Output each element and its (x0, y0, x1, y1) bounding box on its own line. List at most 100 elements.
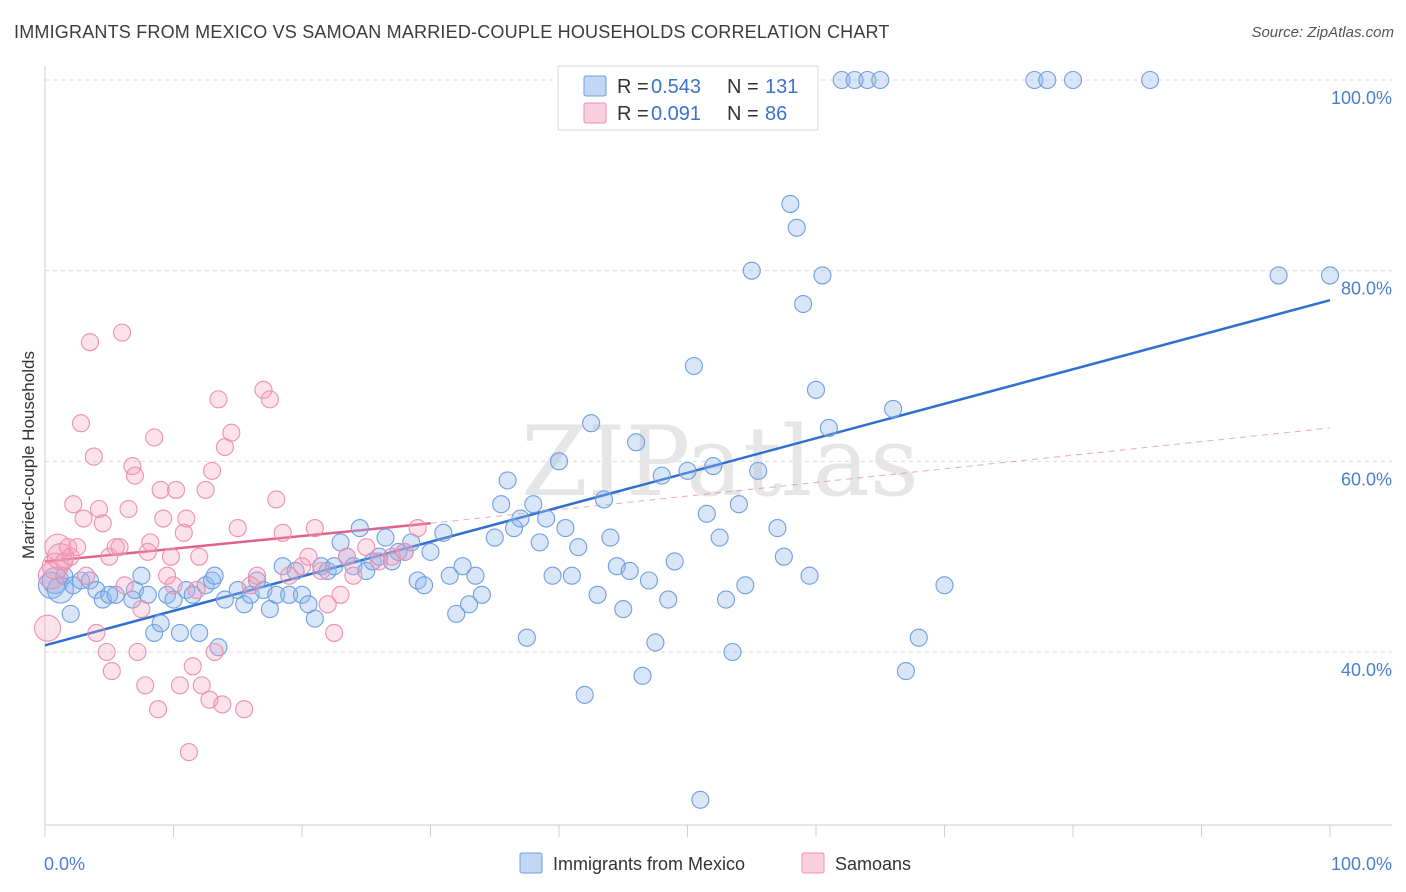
point-mexico-129 (1269, 266, 1288, 285)
point-samoan-22 (110, 538, 129, 557)
legend-bottom-label-samoans: Samoans (835, 854, 911, 874)
point-samoan-42 (174, 523, 193, 542)
point-mexico-89 (627, 433, 646, 452)
point-mexico-68 (492, 495, 511, 514)
legend-swatch-blue (583, 75, 607, 97)
x-tick-label-100: 100.0% (1331, 854, 1392, 874)
point-mexico-101 (710, 528, 729, 547)
point-samoan-45 (183, 657, 202, 676)
point-mexico-96 (678, 461, 697, 480)
point-samoan-60 (247, 566, 267, 585)
point-mexico-23 (190, 623, 209, 642)
point-mexico-11 (106, 585, 125, 604)
point-samoan-51 (203, 461, 222, 480)
y-tick-label-40: 40.0% (1341, 660, 1392, 680)
point-mexico-99 (697, 504, 716, 523)
legend-r-value-1: 0.543 (651, 76, 701, 98)
point-mexico-97 (684, 356, 703, 376)
point-samoan-73 (337, 547, 357, 566)
point-mexico-69 (498, 471, 517, 490)
point-mexico-78 (556, 519, 575, 538)
point-samoan-37 (158, 566, 177, 585)
point-samoan-29 (132, 600, 151, 619)
point-mexico-112 (794, 294, 813, 314)
point-mexico-19 (164, 590, 183, 609)
point-mexico-108 (768, 519, 787, 538)
point-mexico-104 (729, 495, 748, 514)
point-mexico-28 (215, 590, 234, 609)
point-mexico-1 (41, 566, 69, 595)
legend-r-value-2: 0.091 (651, 103, 701, 125)
point-samoan-32 (141, 533, 160, 552)
point-samoan-68 (305, 519, 324, 538)
point-mexico-90 (633, 666, 652, 685)
point-samoan-46 (187, 580, 206, 600)
point-samoan-65 (280, 566, 299, 585)
point-mexico-111 (787, 218, 806, 237)
point-mexico-65 (466, 566, 485, 585)
point-mexico-113 (800, 566, 819, 585)
point-samoan-70 (318, 595, 337, 614)
point-samoan-14 (84, 447, 103, 466)
point-samoan-33 (145, 428, 164, 447)
y-tick-label-100: 100.0% (1331, 88, 1392, 108)
point-samoan-54 (213, 695, 232, 714)
point-samoan-39 (164, 576, 183, 595)
point-samoan-57 (228, 519, 247, 538)
point-samoan-3 (44, 533, 72, 561)
point-mexico-73 (524, 495, 543, 514)
point-mexico-87 (614, 600, 633, 619)
point-mexico-109 (774, 547, 793, 566)
point-samoan-34 (149, 700, 168, 719)
point-mexico-120 (871, 70, 890, 90)
legend-r-label-2: R = (617, 103, 649, 125)
point-samoan-69 (312, 561, 331, 581)
legend-top: R = 0.543 N = 131 R = 0.091 N = 86 (557, 65, 819, 131)
point-mexico-85 (601, 528, 620, 547)
point-mexico-118 (845, 70, 864, 90)
point-samoan-61 (254, 380, 273, 399)
point-mexico-62 (447, 604, 466, 623)
point-mexico-58 (415, 576, 434, 595)
point-samoan-59 (241, 576, 260, 595)
point-samoan-78 (395, 542, 414, 561)
point-mexico-106 (742, 261, 761, 280)
point-mexico-67 (485, 528, 504, 547)
point-samoan-38 (161, 547, 180, 566)
point-mexico-10 (100, 585, 119, 604)
point-samoan-30 (136, 676, 155, 695)
point-mexico-66 (472, 585, 491, 604)
point-mexico-4 (61, 604, 80, 623)
point-mexico-41 (305, 609, 324, 628)
y-axis-label: Married-couple Households (19, 351, 38, 559)
point-mexico-63 (453, 557, 472, 576)
point-mexico-117 (832, 70, 851, 90)
point-mexico-124 (935, 576, 954, 595)
axes (44, 66, 1392, 837)
point-mexico-88 (620, 561, 639, 581)
point-samoan-0 (34, 614, 62, 642)
point-samoan-47 (190, 547, 209, 566)
data-points (34, 70, 1340, 809)
point-mexico-93 (652, 466, 671, 485)
point-mexico-82 (582, 414, 601, 433)
point-samoan-75 (357, 538, 376, 557)
point-mexico-121 (884, 399, 903, 418)
point-samoan-62 (260, 390, 279, 409)
point-mexico-26 (205, 566, 224, 585)
legend-bottom: Immigrants from Mexico Samoans (519, 852, 911, 874)
point-samoan-12 (77, 566, 96, 585)
point-mexico-123 (909, 628, 928, 647)
point-mexico-126 (1038, 70, 1057, 90)
point-mexico-52 (376, 528, 395, 547)
point-mexico-25 (203, 571, 222, 590)
point-mexico-122 (896, 662, 916, 681)
point-mexico-60 (434, 523, 453, 542)
point-samoan-27 (125, 466, 144, 485)
point-samoan-52 (205, 642, 224, 662)
point-samoan-72 (331, 585, 350, 604)
point-samoan-9 (68, 538, 87, 557)
point-mexico-105 (736, 576, 755, 595)
point-mexico-80 (569, 538, 588, 557)
